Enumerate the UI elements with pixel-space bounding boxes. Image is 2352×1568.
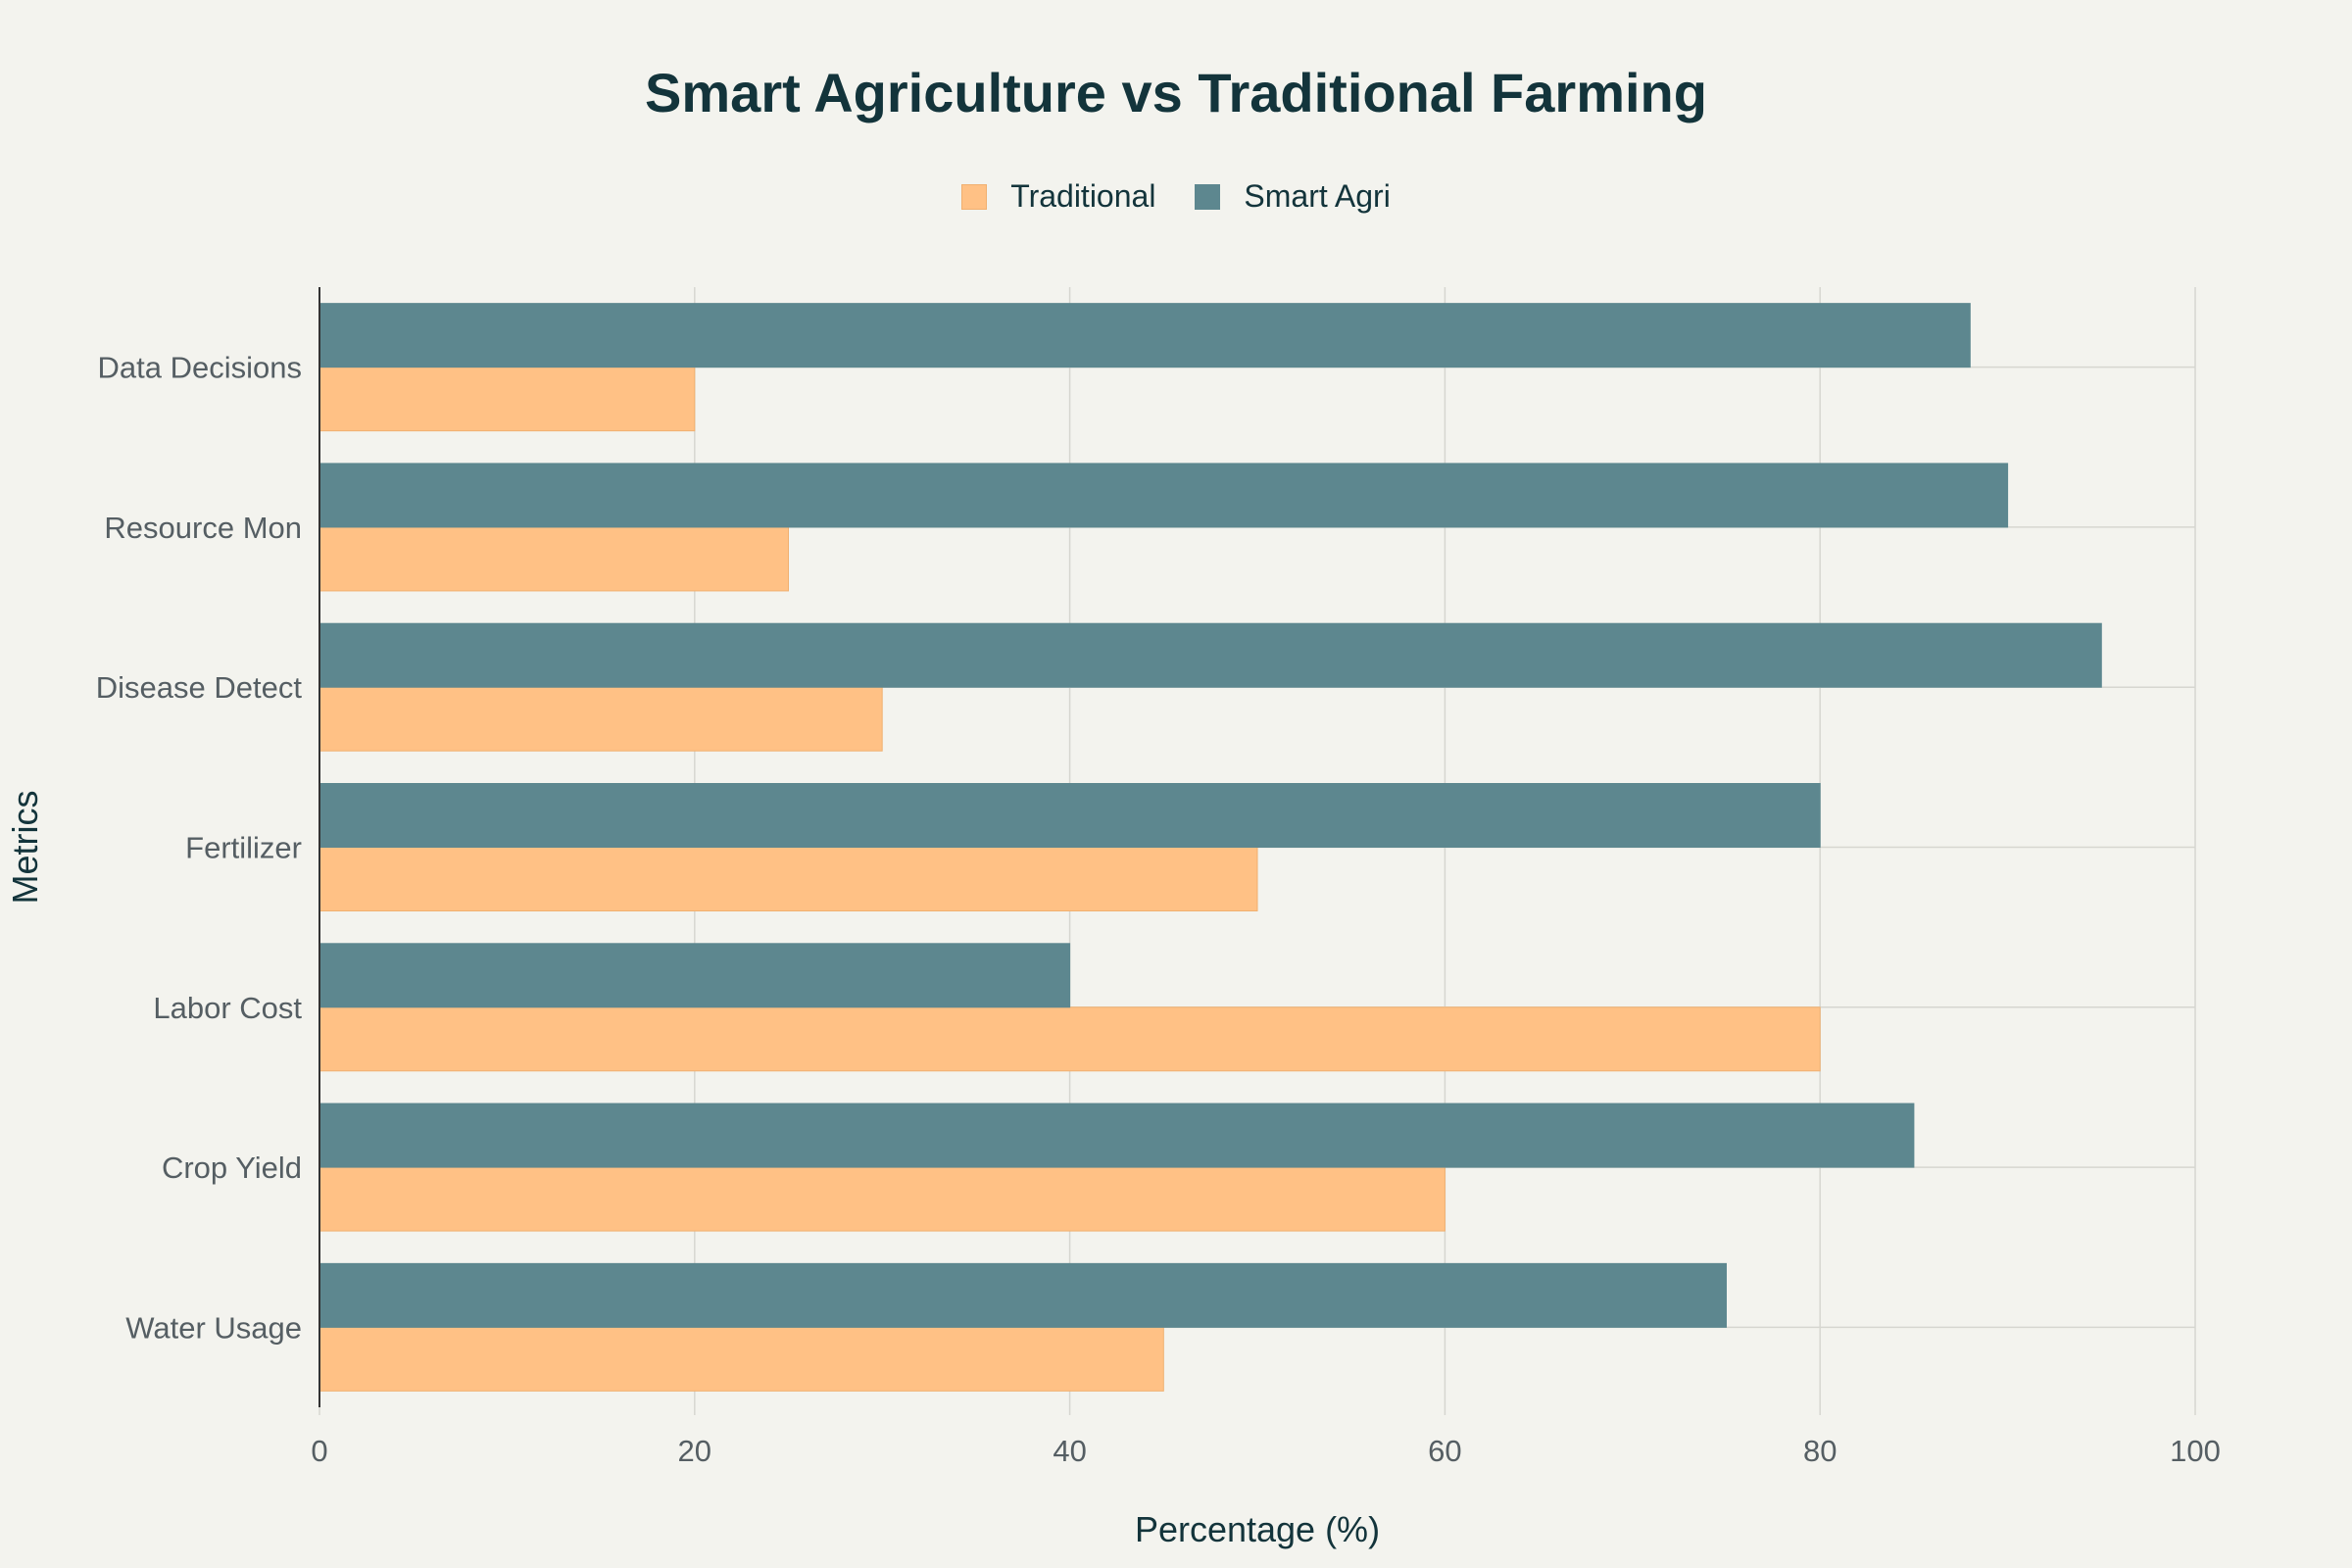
legend-swatch-traditional: [961, 183, 988, 210]
x-axis-title: Percentage (%): [1135, 1509, 1380, 1549]
bars: [318, 303, 2102, 1392]
y-tick-label-water-usage: Water Usage: [125, 1310, 302, 1345]
bar-traditional-crop-yield[interactable]: [318, 1166, 1446, 1232]
bar-smart-agri-disease-detect[interactable]: [318, 622, 2102, 688]
bar-smart-agri-labor-cost[interactable]: [318, 943, 1071, 1008]
tick-labels: 0 20 40 60 80 100 Water Usage Crop Yield Labor C…: [96, 351, 2221, 1468]
x-tick-label-0: 0: [311, 1434, 327, 1468]
legend-label-traditional: Traditional: [1010, 178, 1156, 214]
legend-label-smart-agri: Smart Agri: [1244, 178, 1391, 214]
bar-smart-agri-crop-yield[interactable]: [318, 1102, 1915, 1168]
bar-traditional-disease-detect[interactable]: [318, 686, 883, 752]
legend: Traditional Smart Agri: [0, 178, 2352, 215]
y-tick-label-data-decisions: Data Decisions: [98, 351, 302, 385]
x-tick-label-60: 60: [1428, 1434, 1461, 1468]
legend-item-traditional[interactable]: Traditional: [961, 178, 1155, 215]
y-tick-label-labor-cost: Labor Cost: [153, 991, 302, 1025]
bar-traditional-fertilizer[interactable]: [318, 847, 1258, 911]
bar-traditional-resource-mon[interactable]: [318, 526, 789, 592]
bar-smart-agri-data-decisions[interactable]: [318, 303, 1971, 368]
y-tick-label-crop-yield: Crop Yield: [162, 1151, 302, 1185]
legend-swatch-smart-agri: [1195, 183, 1221, 210]
legend-item-smart-agri[interactable]: Smart Agri: [1195, 178, 1391, 215]
chart-title: Smart Agriculture vs Traditional Farming: [645, 62, 1707, 123]
y-axis-title: Metrics: [5, 791, 45, 905]
y-tick-label-fertilizer: Fertilizer: [185, 831, 302, 865]
y-tick-label-resource-mon: Resource Mon: [104, 511, 302, 545]
x-tick-label-40: 40: [1053, 1434, 1086, 1468]
bar-smart-agri-water-usage[interactable]: [318, 1262, 1727, 1328]
x-tick-label-80: 80: [1803, 1434, 1837, 1468]
bar-traditional-data-decisions[interactable]: [318, 367, 696, 432]
x-tick-label-20: 20: [678, 1434, 711, 1468]
bar-smart-agri-resource-mon[interactable]: [318, 463, 2009, 528]
y-tick-label-disease-detect: Disease Detect: [96, 670, 303, 705]
x-tick-label-100: 100: [2170, 1434, 2221, 1468]
bar-smart-agri-fertilizer[interactable]: [318, 783, 1821, 848]
bar-traditional-water-usage[interactable]: [318, 1326, 1164, 1392]
bar-traditional-labor-cost[interactable]: [318, 1006, 1821, 1072]
